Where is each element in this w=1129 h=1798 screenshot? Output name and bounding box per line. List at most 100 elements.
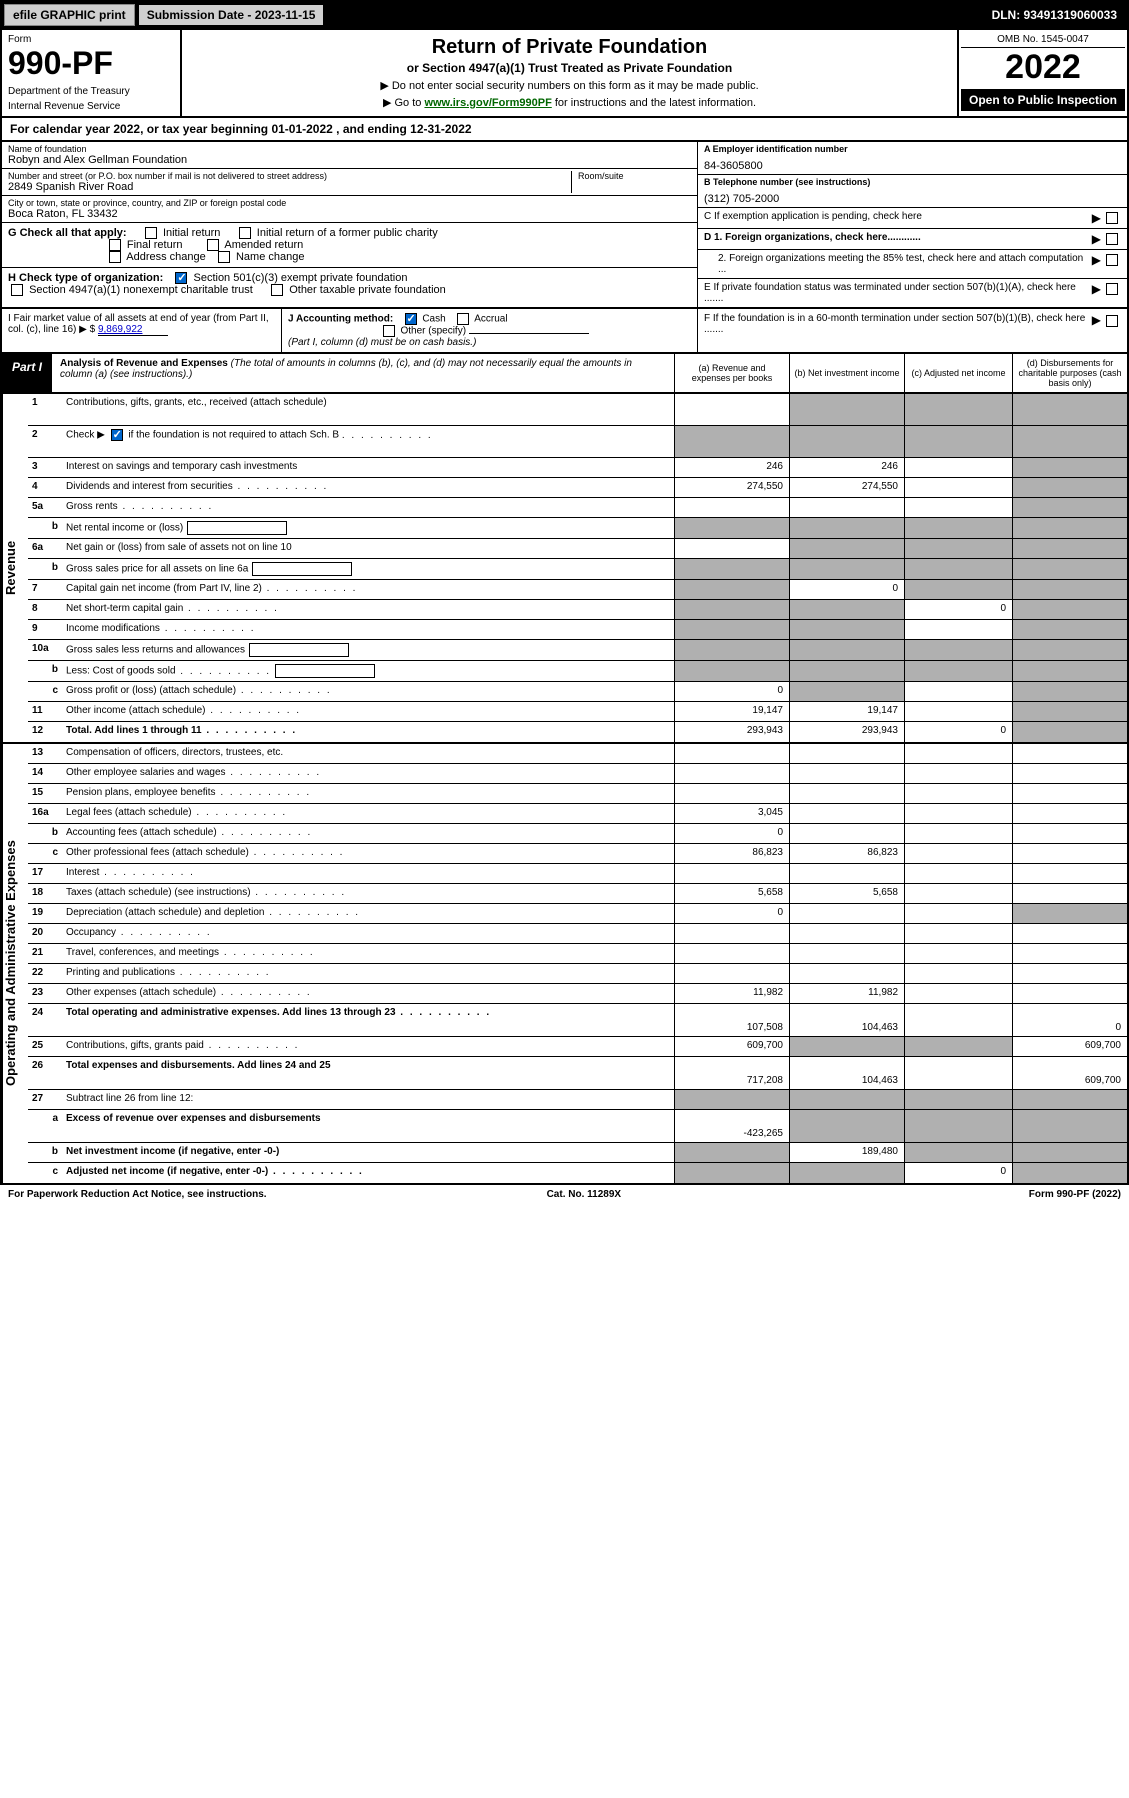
cell-b bbox=[789, 426, 904, 457]
d2-row: 2. Foreign organizations meeting the 85%… bbox=[698, 250, 1127, 279]
footer-form-ref: Form 990-PF (2022) bbox=[1029, 1189, 1121, 1200]
row-6a: 6a Net gain or (loss) from sale of asset… bbox=[28, 539, 1127, 559]
ein-value: 84-3605800 bbox=[704, 160, 1121, 172]
cb-amended[interactable] bbox=[207, 239, 219, 251]
cell-c bbox=[904, 744, 1012, 763]
cell-c bbox=[904, 784, 1012, 803]
g-name: Name change bbox=[236, 251, 305, 263]
part1-desc: Analysis of Revenue and Expenses (The to… bbox=[52, 354, 674, 392]
cb-initial-return[interactable] bbox=[145, 227, 157, 239]
line-no: b bbox=[28, 824, 62, 843]
cell-b bbox=[789, 661, 904, 681]
cb-d1[interactable] bbox=[1106, 233, 1118, 245]
line-no: 8 bbox=[28, 600, 62, 619]
row-7: 7 Capital gain net income (from Part IV,… bbox=[28, 580, 1127, 600]
cb-name-change[interactable] bbox=[218, 251, 230, 263]
cell-c bbox=[904, 864, 1012, 883]
cell-b bbox=[789, 744, 904, 763]
cb-d2[interactable] bbox=[1106, 254, 1118, 266]
g-addr: Address change bbox=[126, 251, 206, 263]
efile-print-button[interactable]: efile GRAPHIC print bbox=[4, 4, 135, 26]
cell-c bbox=[904, 1110, 1012, 1142]
cell-c bbox=[904, 559, 1012, 579]
cell-d bbox=[1012, 498, 1127, 517]
row-12: 12 Total. Add lines 1 through 11 293,943… bbox=[28, 722, 1127, 742]
cell-a: 3,045 bbox=[674, 804, 789, 823]
c-label: C If exemption application is pending, c… bbox=[704, 211, 1092, 222]
row-19: 19 Depreciation (attach schedule) and de… bbox=[28, 904, 1127, 924]
c-row: C If exemption application is pending, c… bbox=[698, 208, 1127, 229]
cell-a bbox=[674, 744, 789, 763]
h-4947: Section 4947(a)(1) nonexempt charitable … bbox=[29, 284, 253, 296]
cell-a bbox=[674, 498, 789, 517]
cb-sch-b[interactable] bbox=[111, 429, 123, 441]
h-check-row: H Check type of organization: Section 50… bbox=[2, 268, 697, 300]
cb-accrual[interactable] bbox=[457, 313, 469, 325]
cell-c: 0 bbox=[904, 600, 1012, 619]
cell-c bbox=[904, 1004, 1012, 1036]
cb-other-tax[interactable] bbox=[271, 284, 283, 296]
cell-b bbox=[789, 1090, 904, 1109]
row-4: 4 Dividends and interest from securities… bbox=[28, 478, 1127, 498]
line-no: 3 bbox=[28, 458, 62, 477]
cb-final-return[interactable] bbox=[109, 239, 121, 251]
cell-b bbox=[789, 1037, 904, 1056]
city-row: City or town, state or province, country… bbox=[2, 196, 697, 223]
line-desc: Gross sales price for all assets on line… bbox=[62, 559, 674, 579]
cb-addr-change[interactable] bbox=[109, 251, 121, 263]
line-no: 20 bbox=[28, 924, 62, 943]
cell-b bbox=[789, 964, 904, 983]
line-no: c bbox=[28, 1163, 62, 1183]
cb-f[interactable] bbox=[1106, 315, 1118, 327]
col-b-header: (b) Net investment income bbox=[789, 354, 904, 392]
cell-b bbox=[789, 394, 904, 425]
j-label: J Accounting method: bbox=[288, 314, 393, 325]
row-10a: 10a Gross sales less returns and allowan… bbox=[28, 640, 1127, 661]
line-desc: Net gain or (loss) from sale of assets n… bbox=[62, 539, 674, 558]
line-no: 18 bbox=[28, 884, 62, 903]
cb-e[interactable] bbox=[1106, 283, 1118, 295]
cell-c bbox=[904, 580, 1012, 599]
cb-c[interactable] bbox=[1106, 212, 1118, 224]
arrow-icon: ▶ bbox=[1092, 232, 1101, 246]
line-desc: Total operating and administrative expen… bbox=[62, 1004, 674, 1036]
line-desc: Other professional fees (attach schedule… bbox=[62, 844, 674, 863]
addr-label: Number and street (or P.O. box number if… bbox=[8, 171, 571, 181]
cell-c bbox=[904, 640, 1012, 660]
cell-b bbox=[789, 640, 904, 660]
cell-a bbox=[674, 944, 789, 963]
cb-initial-former[interactable] bbox=[239, 227, 251, 239]
cell-b bbox=[789, 539, 904, 558]
row-9: 9 Income modifications bbox=[28, 620, 1127, 640]
cell-d bbox=[1012, 580, 1127, 599]
line-no: 10a bbox=[28, 640, 62, 660]
ein-label: A Employer identification number bbox=[704, 144, 1121, 154]
revenue-side-label: Revenue bbox=[2, 394, 28, 742]
fmv-value[interactable]: 9,869,922 bbox=[98, 324, 168, 336]
cb-4947[interactable] bbox=[11, 284, 23, 296]
irs-link[interactable]: www.irs.gov/Form990PF bbox=[424, 97, 551, 109]
line-no: 11 bbox=[28, 702, 62, 721]
footer-cat-no: Cat. No. 11289X bbox=[547, 1189, 621, 1200]
cell-b bbox=[789, 784, 904, 803]
cb-cash[interactable] bbox=[405, 313, 417, 325]
form-instr-1: ▶ Do not enter social security numbers o… bbox=[188, 79, 951, 92]
row-27a: a Excess of revenue over expenses and di… bbox=[28, 1110, 1127, 1143]
cb-501c3[interactable] bbox=[175, 272, 187, 284]
cell-c bbox=[904, 518, 1012, 538]
cell-d bbox=[1012, 844, 1127, 863]
cell-c bbox=[904, 884, 1012, 903]
row-2: 2 Check ▶ if the foundation is not requi… bbox=[28, 426, 1127, 458]
cell-b: 246 bbox=[789, 458, 904, 477]
g-final: Final return bbox=[127, 239, 183, 251]
cell-b: 11,982 bbox=[789, 984, 904, 1003]
line-desc: Less: Cost of goods sold bbox=[62, 661, 674, 681]
d1-row: D 1. Foreign organizations, check here..… bbox=[698, 229, 1127, 250]
part1-label: Part I bbox=[2, 354, 52, 392]
street-address: 2849 Spanish River Road bbox=[8, 181, 571, 193]
form-header-center: Return of Private Foundation or Section … bbox=[182, 30, 957, 116]
line-desc: Total expenses and disbursements. Add li… bbox=[62, 1057, 674, 1089]
cb-other-method[interactable] bbox=[383, 325, 395, 337]
line-no: 13 bbox=[28, 744, 62, 763]
cell-a bbox=[674, 1090, 789, 1109]
